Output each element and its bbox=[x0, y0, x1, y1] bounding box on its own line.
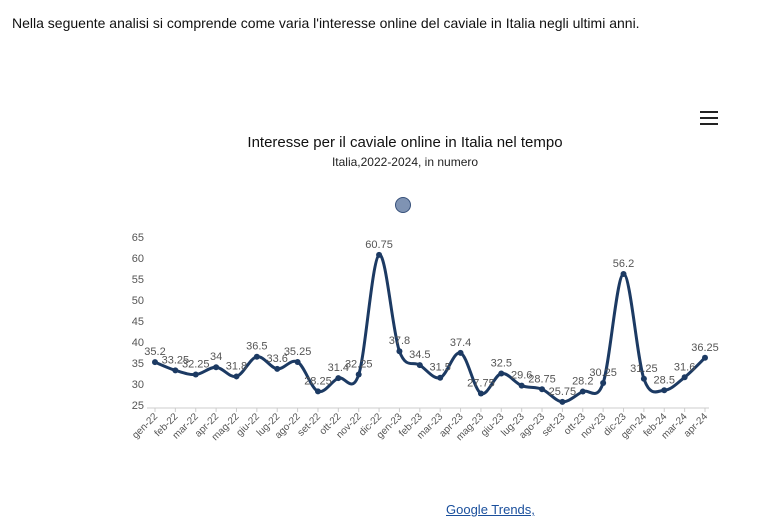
data-label: 29.6 bbox=[511, 370, 532, 382]
data-label: 28.75 bbox=[528, 373, 556, 385]
data-label: 31.5 bbox=[429, 362, 450, 374]
data-label: 35.25 bbox=[284, 346, 312, 358]
point bbox=[314, 388, 321, 395]
data-label: 27.75 bbox=[467, 377, 495, 389]
data-label: 28.2 bbox=[572, 376, 593, 388]
line bbox=[154, 253, 707, 404]
y-tick-label: 35 bbox=[132, 358, 144, 370]
x-tick-label: set-23 bbox=[540, 411, 568, 439]
point bbox=[559, 398, 566, 405]
point bbox=[477, 390, 484, 397]
y-tick-label: 45 bbox=[132, 316, 144, 328]
point bbox=[702, 354, 708, 361]
point bbox=[620, 270, 627, 277]
data-label: 32.25 bbox=[182, 359, 210, 371]
chart-subtitle: Italia,2022-2024, in numero bbox=[332, 155, 478, 169]
data-label: 36.25 bbox=[691, 342, 719, 354]
y-tick-label: 30 bbox=[132, 379, 144, 391]
data-label: 31.4 bbox=[328, 362, 349, 374]
data-label: 56.2 bbox=[613, 258, 634, 270]
point bbox=[355, 371, 362, 378]
y-tick-label: 25 bbox=[132, 400, 144, 412]
x-tick-label: gen-22 bbox=[130, 411, 160, 441]
menu-bar bbox=[700, 117, 718, 119]
point bbox=[498, 370, 505, 377]
data-label: 30.25 bbox=[589, 367, 617, 379]
point bbox=[294, 358, 301, 365]
point bbox=[376, 251, 383, 258]
data-label: 33.25 bbox=[162, 354, 190, 366]
menu-bar bbox=[700, 123, 718, 125]
data-label: 32.25 bbox=[345, 359, 373, 371]
point bbox=[233, 373, 240, 380]
data-label: 37.4 bbox=[450, 337, 471, 349]
data-label: 25.75 bbox=[549, 386, 577, 398]
x-tick-label: apr-24 bbox=[682, 411, 711, 440]
point bbox=[213, 364, 220, 371]
legend-marker[interactable] bbox=[395, 197, 411, 213]
source-link[interactable]: Google Trends, bbox=[446, 502, 535, 517]
point bbox=[335, 375, 342, 382]
data-label: 35.2 bbox=[144, 346, 165, 358]
y-tick-label: 40 bbox=[132, 337, 144, 349]
menu-icon[interactable] bbox=[700, 111, 718, 125]
data-label: 34.5 bbox=[409, 349, 430, 361]
point bbox=[172, 367, 179, 374]
point bbox=[396, 348, 403, 355]
point bbox=[274, 365, 281, 372]
point bbox=[681, 374, 688, 381]
point bbox=[416, 362, 423, 369]
data-label: 60.75 bbox=[365, 239, 393, 251]
menu-bar bbox=[700, 111, 718, 113]
y-tick-label: 55 bbox=[132, 274, 144, 286]
point bbox=[192, 371, 199, 378]
point bbox=[457, 349, 464, 356]
point bbox=[437, 374, 444, 381]
chart-title: Interesse per il caviale online in Itali… bbox=[247, 134, 562, 151]
y-tick-label: 65 bbox=[132, 232, 144, 244]
x-tick-label: set-22 bbox=[296, 411, 324, 439]
data-label: 31.8 bbox=[226, 360, 247, 372]
y-tick-label: 60 bbox=[132, 253, 144, 265]
point bbox=[640, 375, 647, 382]
point bbox=[518, 382, 525, 389]
data-label: 36.5 bbox=[246, 341, 267, 353]
data-label: 31.25 bbox=[630, 363, 658, 375]
point bbox=[253, 353, 260, 360]
point bbox=[152, 359, 158, 366]
data-label: 33.6 bbox=[267, 353, 288, 365]
data-label: 28.5 bbox=[654, 374, 675, 386]
intro-text: Nella seguente analisi si comprende come… bbox=[12, 15, 640, 31]
point bbox=[539, 386, 546, 393]
data-label: 31.6 bbox=[674, 361, 695, 373]
y-tick-label: 50 bbox=[132, 295, 144, 307]
data-label: 34 bbox=[210, 351, 222, 363]
data-label: 37.8 bbox=[389, 335, 410, 347]
point bbox=[600, 379, 607, 386]
data-label: 28.25 bbox=[304, 375, 332, 387]
point bbox=[661, 387, 668, 394]
data-label: 32.5 bbox=[491, 358, 512, 370]
point bbox=[579, 388, 586, 395]
